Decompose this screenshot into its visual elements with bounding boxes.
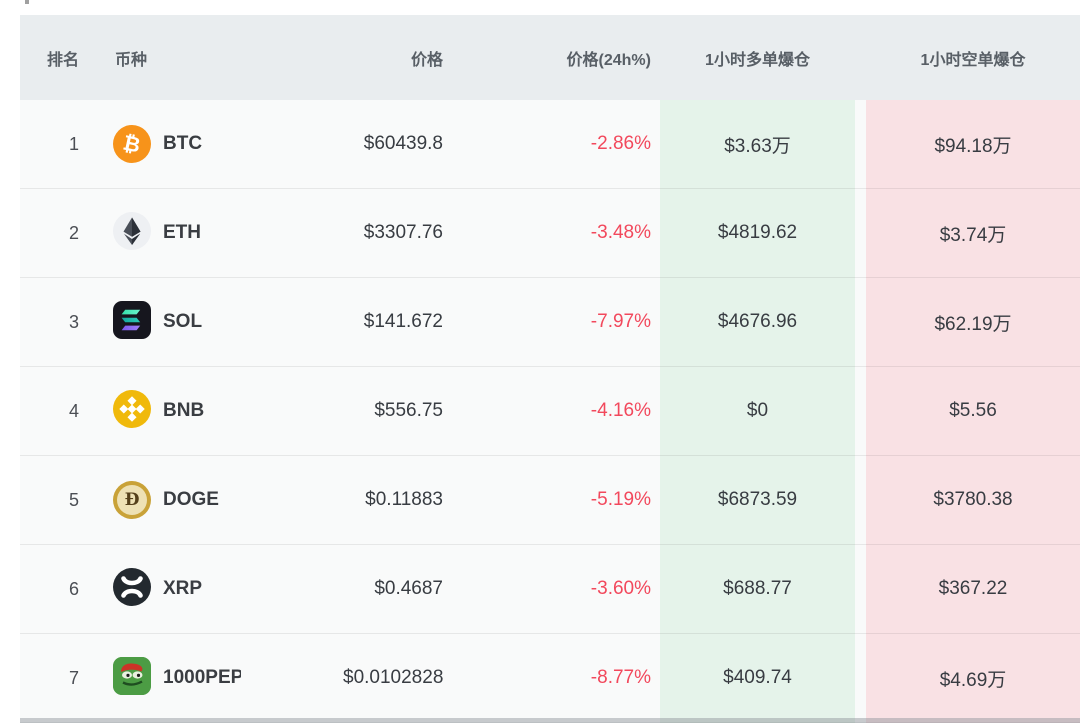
table-header-row: 排名 币种 价格 价格(24h%) 1小时多单爆仓 1小时空单爆仓 [20,15,1080,100]
table-row[interactable]: 1 ₿ BTC $60439.8 -2.86% $3.63万 $94.18万 [20,100,1080,189]
change-24h-value: -2.86% [590,133,651,154]
table-row[interactable]: 6 XRP $0.4687 -3.60% $688.77 $367.22 [20,545,1080,634]
coin-symbol: DOGE [163,489,219,510]
coin-cell: ETH [93,211,343,255]
eth-icon [113,211,151,255]
coin-symbol: 1000PEPE [163,667,241,688]
table-row[interactable]: 4 BNB $556.75 -4.16% $0 $5.56 [20,367,1080,456]
header-coin: 币种 [115,51,148,69]
header-price: 价格 [410,51,443,69]
change-24h-value: -3.48% [590,222,651,243]
coin-cell: XRP [93,567,343,611]
price-value: $0.4687 [374,578,443,599]
btc-icon: ₿ [113,125,151,163]
sol-icon [113,300,151,344]
price-value: $556.75 [374,400,443,421]
short-liquidation-value: $94.18万 [934,135,1012,157]
clipped-next-row-edge [20,718,1080,723]
coin-cell: ₿ BTC [93,125,343,163]
short-liquidation-highlight-band [866,100,1080,723]
pepe-icon [113,656,151,700]
change-24h-value: -3.60% [590,578,651,599]
short-liquidation-value: $367.22 [938,578,1008,599]
coin-cell: SOL [93,300,343,344]
rank-value: 3 [68,311,79,332]
short-liquidation-value: $3.74万 [939,224,1007,246]
short-liquidation-value: $5.56 [949,400,997,421]
change-24h-value: -7.97% [590,311,651,332]
table-row[interactable]: 2 ETH $3307.76 -3.48% $4819.62 $3.74万 [20,189,1080,278]
coin-symbol: BNB [163,400,205,421]
price-value: $60439.8 [363,133,443,154]
table-body: 1 ₿ BTC $60439.8 -2.86% $3.63万 $94.18万 2… [20,100,1080,723]
screen-edge-artifact [25,0,29,4]
header-short-liquidation: 1小时空单爆仓 [920,51,1026,69]
rank-value: 5 [68,489,79,510]
coin-symbol: ETH [163,222,201,243]
table-row[interactable]: 3 SOL $141.672 -7.97% $4676.96 $62.19万 [20,278,1080,367]
header-long-liquidation: 1小时多单爆仓 [705,51,810,69]
long-liquidation-value: $409.74 [723,667,792,688]
long-liquidation-value: $0 [746,400,769,421]
xrp-icon [113,567,151,611]
long-liquidation-value: $6873.59 [717,489,798,510]
coin-symbol: SOL [163,311,203,332]
rank-value: 4 [68,400,79,421]
price-value: $0.11883 [365,489,443,510]
long-liquidation-highlight-band [660,100,855,723]
change-24h-value: -8.77% [590,667,651,688]
table-row[interactable]: 7 1000PEPE $0.0102828 -8.77% $409.74 $4.… [20,634,1080,723]
table-row[interactable]: 5 Đ DOGE $0.11883 -5.19% $6873.59 $3780.… [20,456,1080,545]
bnb-icon [113,389,151,433]
short-liquidation-value: $4.69万 [939,669,1007,691]
change-24h-value: -4.16% [590,400,651,421]
long-liquidation-value: $4676.96 [717,311,798,332]
rank-value: 6 [68,578,79,599]
rank-value: 7 [68,667,79,688]
header-rank: 排名 [46,51,79,69]
long-liquidation-value: $688.77 [723,578,792,599]
long-liquidation-value: $3.63万 [724,135,791,157]
long-liquidation-value: $4819.62 [717,222,798,243]
change-24h-value: -5.19% [590,489,651,510]
rank-value: 1 [68,133,79,154]
coin-cell: Đ DOGE [93,481,343,519]
price-value: $3307.76 [363,222,443,243]
short-liquidation-value: $62.19万 [934,313,1012,335]
coin-symbol: XRP [163,578,203,599]
coin-symbol: BTC [163,133,203,154]
rank-value: 2 [68,222,79,243]
header-change-24h: 价格(24h%) [566,51,651,69]
short-liquidation-value: $3780.38 [933,489,1013,510]
price-value: $141.672 [363,311,443,332]
liquidation-table: 排名 币种 价格 价格(24h%) 1小时多单爆仓 1小时空单爆仓 1 ₿ BT… [20,15,1080,723]
coin-cell: BNB [93,389,343,433]
doge-icon: Đ [113,481,151,519]
price-value: $0.0102828 [343,667,444,688]
coin-cell: 1000PEPE [93,656,343,700]
